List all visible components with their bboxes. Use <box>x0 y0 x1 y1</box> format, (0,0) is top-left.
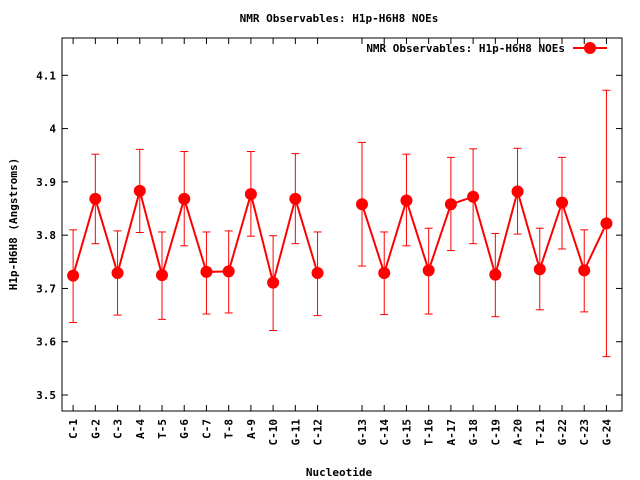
x-tick-label: C-3 <box>112 419 125 439</box>
x-tick-label: G-2 <box>89 419 102 439</box>
series-line <box>72 187 319 287</box>
x-axis: C-1 G-2 C-3 A-4 T-5 G-6 C-7 T-8 A-9 C-10 G-11 C-12 G… <box>67 38 613 446</box>
data-point <box>578 264 591 277</box>
data-point <box>267 276 280 289</box>
data-point <box>422 264 435 277</box>
x-tick-label: A-17 <box>445 419 458 446</box>
legend-marker <box>584 42 596 54</box>
data-point <box>444 198 457 211</box>
x-tick-label: G-24 <box>600 419 613 446</box>
data-point <box>356 198 368 211</box>
x-tick-label: C-12 <box>312 419 325 446</box>
y-tick-label: 4.1 <box>36 69 56 82</box>
error-bars <box>69 89 611 358</box>
y-axis-label: H1p-H6H8 (Angstroms) <box>7 158 20 290</box>
legend-label: NMR Observables: H1p-H6H8 NOEs <box>366 42 565 55</box>
y-tick-label: 3.9 <box>36 176 56 189</box>
legend: NMR Observables: H1p-H6H8 NOEs <box>366 42 607 55</box>
data-point <box>156 269 168 282</box>
x-tick-label: C-23 <box>578 419 591 446</box>
x-axis-label: Nucleotide <box>306 466 373 479</box>
data-point <box>533 263 546 276</box>
x-tick-label: A-20 <box>512 419 525 446</box>
x-tick-label: C-7 <box>200 419 213 439</box>
x-tick-label: C-1 <box>67 419 80 439</box>
data-point <box>511 185 524 198</box>
x-tick-label: G-6 <box>178 419 191 439</box>
data-point <box>289 192 302 205</box>
x-tick-label: C-14 <box>378 419 391 446</box>
data-point <box>178 192 191 205</box>
x-tick-label: T-16 <box>423 419 436 446</box>
data-point <box>556 196 568 209</box>
x-tick-label: T-8 <box>223 419 236 439</box>
data-point <box>378 266 391 279</box>
series-line <box>361 187 608 279</box>
x-tick-label: T-5 <box>156 419 169 439</box>
data-point <box>600 217 613 230</box>
data-point <box>467 190 480 203</box>
data-point <box>133 184 146 197</box>
data-point <box>111 266 124 279</box>
y-tick-label: 4 <box>49 123 56 136</box>
data-point <box>400 194 413 207</box>
x-tick-label: T-21 <box>534 419 547 446</box>
plot-frame <box>61 37 623 412</box>
x-tick-label: G-11 <box>289 419 302 446</box>
data-point <box>244 188 257 201</box>
series-lines <box>72 187 608 287</box>
data-point <box>489 268 502 281</box>
y-axis: 3.5 3.6 3.7 3.8 3.9 4 4.1 <box>36 69 622 402</box>
data-point <box>311 266 324 279</box>
x-tick-label: G-22 <box>556 419 569 446</box>
x-tick-label: G-18 <box>467 419 480 446</box>
chart-title: NMR Observables: H1p-H6H8 NOEs <box>240 12 439 25</box>
data-point <box>200 265 213 278</box>
x-tick-label: G-15 <box>400 419 413 446</box>
data-point <box>67 269 80 282</box>
x-tick-label: C-10 <box>267 419 280 446</box>
data-point <box>89 192 102 205</box>
y-tick-label: 3.6 <box>36 336 56 349</box>
y-tick-label: 3.8 <box>36 229 56 242</box>
y-tick-label: 3.5 <box>36 389 56 402</box>
data-point <box>222 265 235 278</box>
x-tick-label: A-4 <box>134 419 147 439</box>
x-tick-label: A-9 <box>245 419 258 439</box>
data-points <box>67 184 613 289</box>
x-tick-label: G-13 <box>356 419 369 446</box>
y-tick-label: 3.7 <box>36 282 56 295</box>
x-tick-label: C-19 <box>489 419 502 446</box>
